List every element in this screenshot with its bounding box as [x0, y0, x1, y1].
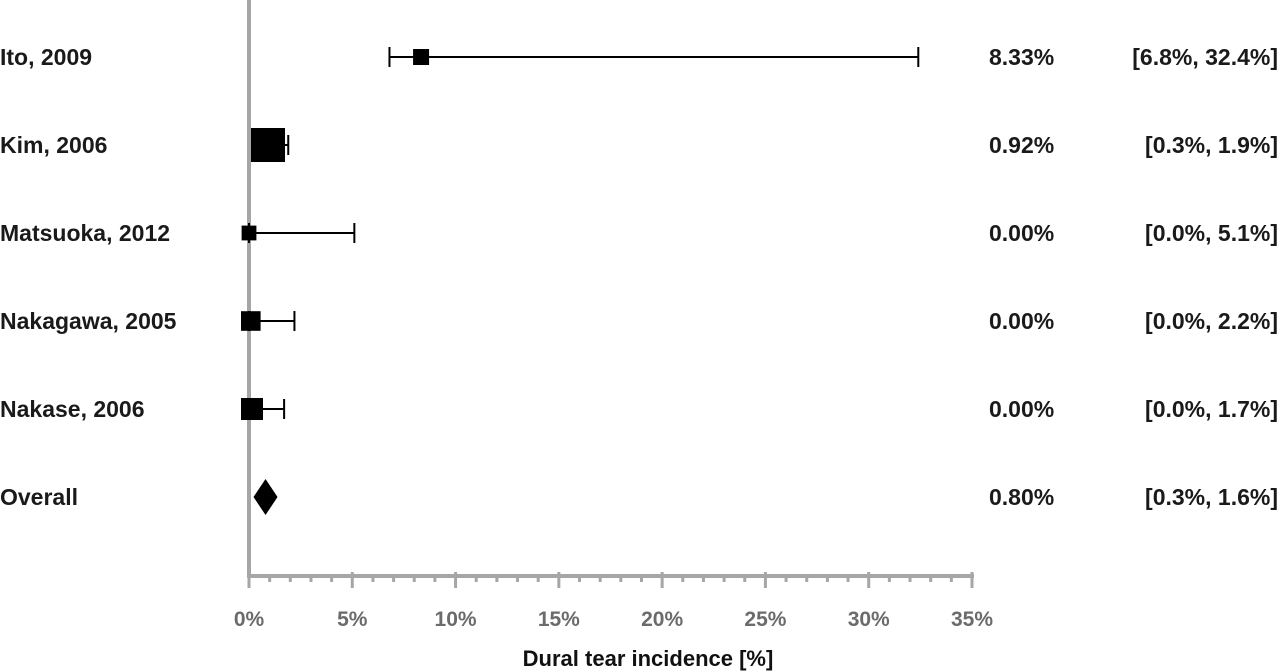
study-label: Ito, 2009 [0, 44, 92, 70]
x-tick-label: 5% [337, 608, 368, 631]
confidence-interval: [0.0%, 2.2%] [1145, 308, 1278, 334]
x-axis: 0% 5% 10% 15% 20% 25% 30% 35% [234, 572, 993, 631]
confidence-interval: [0.0%, 5.1%] [1145, 220, 1278, 246]
overall-diamond [253, 479, 278, 515]
x-tick-label: 0% [234, 608, 265, 631]
x-tick-label: 20% [641, 608, 683, 631]
study-row: Matsuoka, 2012 0.00% [0.0%, 5.1%] [0, 220, 1278, 246]
x-axis-title: Dural tear incidence [%] [523, 646, 774, 671]
overall-row: Overall 0.80% [0.3%, 1.6%] [0, 479, 1278, 515]
study-row: Nakagawa, 2005 0.00% [0.0%, 2.2%] [0, 308, 1278, 334]
x-tick-label: 10% [435, 608, 477, 631]
point-estimate-square [413, 49, 430, 65]
x-tick-label: 30% [848, 608, 890, 631]
study-label: Kim, 2006 [0, 132, 107, 158]
estimate-value: 8.33% [989, 44, 1054, 70]
confidence-interval: [6.8%, 32.4%] [1132, 44, 1278, 70]
study-label: Nakagawa, 2005 [0, 308, 177, 334]
study-row: Nakase, 2006 0.00% [0.0%, 1.7%] [0, 396, 1278, 422]
x-tick-label: 35% [951, 608, 993, 631]
point-estimate-square [251, 128, 286, 162]
study-label: Matsuoka, 2012 [0, 220, 170, 246]
rows-layer: Ito, 2009 8.33% [6.8%, 32.4%] Kim, 2006 0.92… [0, 0, 1278, 576]
estimate-value: 0.00% [989, 308, 1054, 334]
x-tick-label: 25% [744, 608, 786, 631]
overall-estimate-value: 0.80% [989, 484, 1054, 510]
confidence-interval: [0.0%, 1.7%] [1145, 396, 1278, 422]
overall-confidence-interval: [0.3%, 1.6%] [1145, 484, 1278, 510]
x-tick-label: 15% [538, 608, 580, 631]
estimate-value: 0.00% [989, 220, 1054, 246]
study-row: Kim, 2006 0.92% [0.3%, 1.9%] [0, 128, 1278, 162]
point-estimate-square [241, 398, 263, 420]
point-estimate-square [241, 225, 257, 241]
study-label: Nakase, 2006 [0, 396, 145, 422]
estimate-value: 0.00% [989, 396, 1054, 422]
estimate-value: 0.92% [989, 132, 1054, 158]
confidence-interval: [0.3%, 1.9%] [1145, 132, 1278, 158]
point-estimate-square [241, 311, 261, 331]
study-row: Ito, 2009 8.33% [6.8%, 32.4%] [0, 44, 1278, 70]
overall-label: Overall [0, 484, 78, 510]
